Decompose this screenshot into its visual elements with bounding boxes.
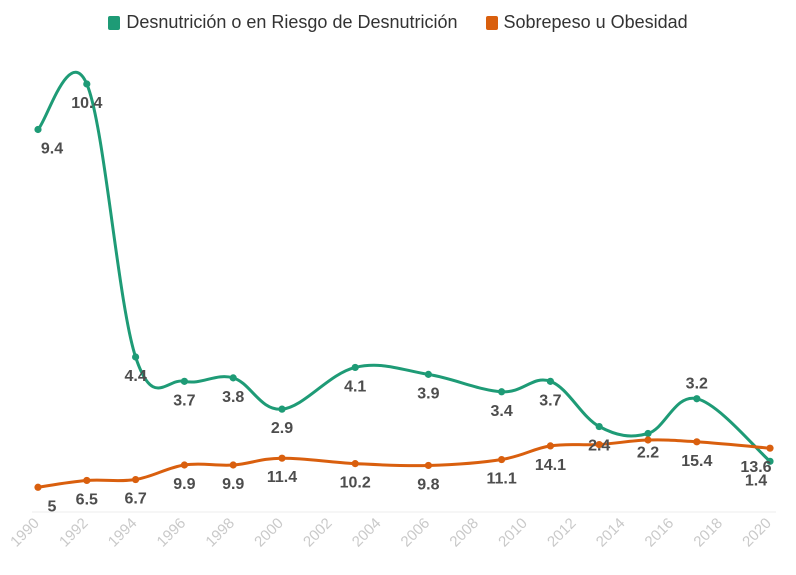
data-point-sobrepeso-2000[interactable] [278,454,286,462]
x-tick-2002: 2002 [300,515,336,551]
data-point-desnutricion-1990[interactable] [34,125,42,134]
data-point-sobrepeso-2015[interactable] [644,436,652,444]
data-label-sobrepeso-2017: 15.4 [681,453,712,470]
data-point-desnutricion-2017[interactable] [693,395,701,403]
data-point-desnutricion-1996[interactable] [180,377,188,385]
data-point-desnutricion-2009[interactable] [498,388,506,396]
data-point-desnutricion-2006[interactable] [424,370,432,378]
data-point-sobrepeso-2017[interactable] [693,438,701,446]
data-point-sobrepeso-2006[interactable] [424,461,432,470]
series-line-desnutricion [36,71,771,463]
data-point-sobrepeso-2020[interactable] [766,444,774,452]
legend-swatch-sobrepeso [485,15,498,30]
x-tick-2014: 2014 [593,515,629,551]
data-point-sobrepeso-1990[interactable] [34,483,42,491]
x-tick-2016: 2016 [642,515,678,551]
legend: Desnutrición o en Riesgo de Desnutrición… [0,12,796,33]
legend-item-sobrepeso[interactable]: Sobrepeso u Obesidad [485,12,688,33]
data-label-desnutricion-1996: 3.7 [173,392,195,409]
x-tick-2010: 2010 [495,515,531,551]
data-point-desnutricion-2013[interactable] [595,422,603,431]
data-label-sobrepeso-1996: 9.9 [173,476,195,493]
x-tick-1992: 1992 [56,515,92,551]
data-label-sobrepeso-1992: 6.5 [76,491,98,508]
data-label-desnutricion-2006: 3.9 [417,385,439,402]
data-point-desnutricion-1994[interactable] [132,353,140,361]
data-label-desnutricion-2017: 3.2 [686,376,708,393]
data-point-sobrepeso-2009[interactable] [498,455,506,464]
data-point-sobrepeso-2013[interactable] [595,440,603,449]
data-label-sobrepeso-2000: 11.4 [267,469,297,486]
data-point-desnutricion-2000[interactable] [278,405,286,413]
x-tick-2004: 2004 [349,515,385,551]
chart-series [34,71,774,491]
data-label-desnutricion-1992: 10.4 [71,95,102,112]
data-label-desnutricion-1994: 4.4 [124,368,146,385]
x-tick-1998: 1998 [202,515,238,551]
data-point-sobrepeso-1992[interactable] [83,476,91,485]
x-tick-2018: 2018 [690,515,726,551]
data-point-sobrepeso-2011[interactable] [546,442,555,450]
data-point-desnutricion-2015[interactable] [644,429,652,438]
legend-label-desnutricion: Desnutrición o en Riesgo de Desnutrición [126,12,458,32]
chart-data-labels: 9.4 10.4 4.4 3.7 3.8 2.9 4.1 3.9 3.4 3.7 2.4 2.2 3.2… [41,95,772,515]
data-label-sobrepeso-1998: 9.9 [222,476,244,493]
x-tick-1994: 1994 [105,515,141,551]
legend-swatch-desnutricion [108,15,121,30]
x-tick-2012: 2012 [544,515,580,551]
data-label-sobrepeso-2011: 14.1 [535,457,566,474]
data-point-sobrepeso-1996[interactable] [180,461,188,469]
data-point-sobrepeso-2003[interactable] [351,460,359,468]
data-point-desnutricion-2011[interactable] [546,377,555,385]
data-label-sobrepeso-1990: 5 [48,498,57,515]
x-tick-2020: 2020 [739,515,775,551]
data-label-desnutricion-1998: 3.8 [222,389,244,406]
x-axis: 1990 1992 1994 1996 1998 2000 2002 2004 2006 2008… [7,515,775,551]
data-point-desnutricion-2020[interactable] [766,457,774,465]
series-line-sobrepeso [37,438,771,489]
x-tick-1990: 1990 [7,515,43,551]
data-label-desnutricion-2020: 1.4 [745,472,767,489]
data-point-sobrepeso-1994[interactable] [132,475,140,484]
data-point-desnutricion-1998[interactable] [229,374,237,382]
x-tick-2000: 2000 [251,515,287,551]
data-label-desnutricion-2009: 3.4 [490,403,512,420]
data-label-sobrepeso-1994: 6.7 [124,491,146,508]
data-label-desnutricion-2015: 2.2 [637,445,659,462]
legend-label-sobrepeso: Sobrepeso u Obesidad [503,12,688,32]
data-label-desnutricion-2000: 2.9 [271,420,293,437]
legend-item-desnutricion[interactable]: Desnutrición o en Riesgo de Desnutrición [108,12,458,33]
data-point-desnutricion-2003[interactable] [351,363,359,372]
data-label-desnutricion-2003: 4.1 [344,378,366,395]
data-label-desnutricion-2011: 3.7 [539,392,561,409]
x-tick-2006: 2006 [398,515,434,551]
data-label-sobrepeso-2006: 9.8 [417,476,439,493]
data-label-sobrepeso-2003: 10.2 [340,475,371,492]
x-tick-1996: 1996 [154,515,190,551]
data-label-desnutricion-2013: 2.4 [588,438,610,455]
data-label-desnutricion-1990: 9.4 [41,141,63,158]
data-label-sobrepeso-2009: 11.1 [486,471,516,488]
data-point-sobrepeso-1998[interactable] [229,461,237,469]
data-label-sobrepeso-2020: 13.6 [740,459,771,476]
x-tick-2008: 2008 [446,515,482,551]
data-point-desnutricion-1992[interactable] [83,80,91,88]
